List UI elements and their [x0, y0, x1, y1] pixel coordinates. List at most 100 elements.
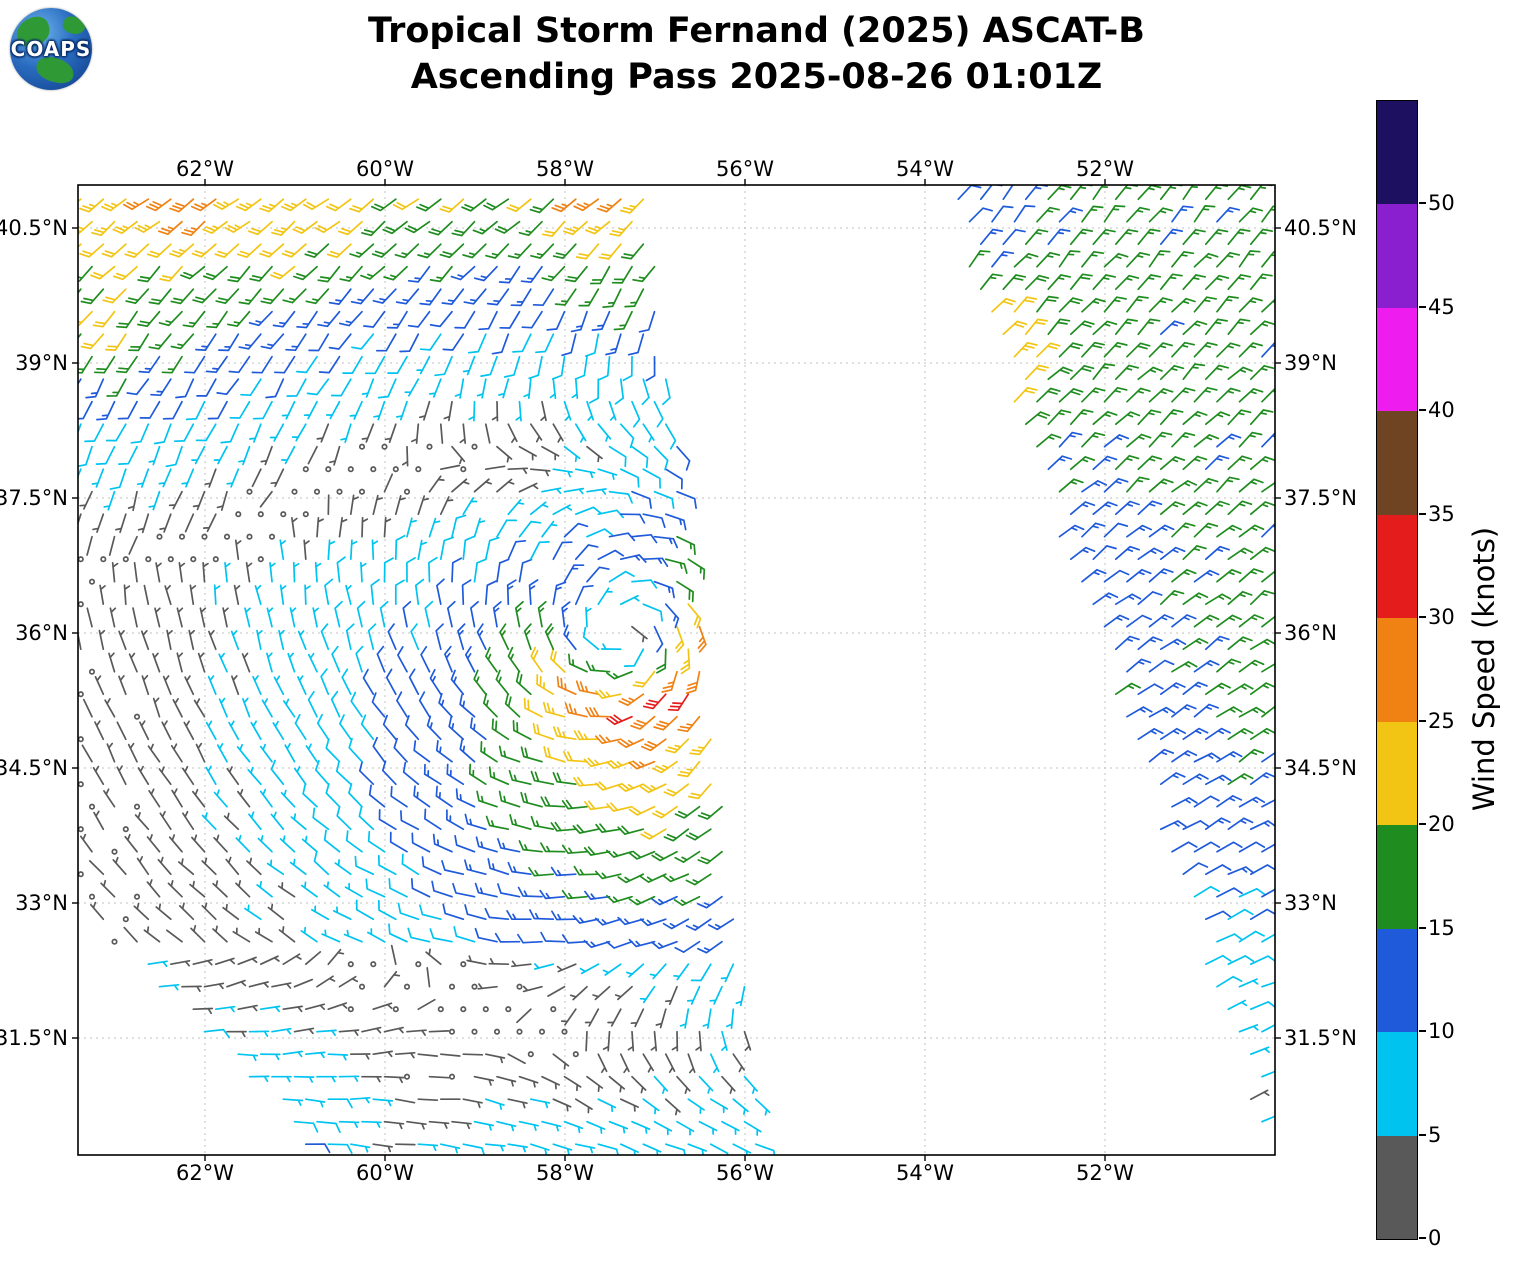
wind-barb — [1148, 524, 1175, 538]
wind-barb — [361, 516, 369, 538]
wind-barb — [282, 698, 296, 718]
wind-barb — [656, 648, 667, 674]
wind-barb — [979, 273, 1003, 291]
wind-barb — [140, 630, 150, 651]
wind-barb — [1058, 207, 1083, 223]
wind-barb — [235, 198, 262, 212]
wind-barb — [1114, 635, 1140, 651]
wind-barb — [1261, 615, 1275, 628]
wind-barb — [1126, 206, 1151, 223]
wind-barb — [585, 606, 592, 628]
wind-barb — [600, 643, 622, 651]
wind-barb — [109, 468, 127, 490]
wind-barb — [235, 834, 251, 853]
wind-barb — [105, 333, 127, 351]
wind-barb — [201, 902, 217, 921]
wind-barb — [651, 895, 678, 906]
wind-barb — [473, 669, 487, 696]
colorbar-tick-mark — [1419, 1237, 1426, 1239]
wind-barb — [237, 788, 251, 808]
wind-barb — [462, 355, 476, 376]
wind-barb — [257, 835, 273, 853]
wind-barb — [1126, 295, 1149, 313]
wind-barb — [1047, 274, 1072, 291]
wind-barb — [452, 882, 476, 898]
wind-barb — [484, 907, 510, 921]
wind-barb — [250, 720, 262, 741]
wind-barb — [1024, 318, 1048, 336]
wind-barb — [1069, 185, 1093, 201]
wind-barb — [192, 1007, 214, 1015]
wind-barb — [1171, 750, 1198, 763]
wind-barb — [496, 478, 515, 493]
wind-barb — [496, 445, 513, 463]
wind-barb — [1193, 252, 1219, 268]
wind-barb — [1171, 432, 1196, 448]
wind-barb — [192, 288, 217, 304]
wind-barb — [572, 824, 600, 834]
wind-barb — [1002, 320, 1028, 336]
wind-barb — [238, 445, 251, 466]
wind-barb — [181, 985, 202, 993]
colorbar-segment — [1377, 514, 1417, 619]
wind-barb — [528, 579, 539, 606]
wind-barb — [574, 1098, 593, 1114]
wind-barb — [639, 873, 667, 883]
wind-barb — [554, 288, 577, 306]
wind-barb — [521, 310, 543, 329]
colorbar-tick-mark — [1419, 202, 1426, 205]
wind-barb — [1238, 796, 1266, 808]
wind-barb — [619, 1143, 639, 1155]
wind-barb — [676, 1120, 695, 1136]
wind-barb — [1114, 411, 1141, 426]
wind-barb — [371, 243, 397, 258]
wind-barb — [91, 468, 105, 488]
wind-barb — [1204, 954, 1232, 966]
wind-barb — [642, 693, 667, 710]
wind-barb — [1114, 500, 1140, 516]
wind-barb-calm — [122, 826, 129, 833]
wind-barb — [1171, 251, 1195, 268]
wind-barb — [395, 400, 408, 421]
wind-barb — [441, 288, 465, 306]
wind-barb — [743, 1075, 758, 1094]
wind-barb — [282, 1050, 303, 1058]
wind-barb — [639, 783, 667, 794]
wind-barb — [687, 1143, 707, 1155]
wind-barb — [338, 517, 348, 538]
wind-barb — [484, 423, 491, 444]
wind-barb — [1013, 296, 1038, 313]
wind-barb — [358, 760, 375, 786]
wind-barb — [474, 882, 498, 898]
wind-barb — [327, 1002, 348, 1011]
wind-barb — [248, 981, 269, 988]
wind-barb — [1159, 364, 1185, 381]
wind-barb — [349, 1143, 371, 1153]
wind-barb — [596, 198, 622, 213]
wind-barb — [1238, 841, 1266, 853]
wind-barb — [495, 669, 510, 696]
wind-barb — [674, 850, 701, 863]
wind-barb — [226, 766, 240, 786]
wind-barb — [1159, 273, 1183, 291]
wind-barb — [1137, 547, 1164, 561]
wind-barb — [476, 623, 487, 651]
wind-barb — [330, 378, 352, 397]
wind-barb — [574, 1143, 596, 1154]
wind-barb — [189, 584, 197, 606]
colorbar-tick-label: 0 — [1428, 1226, 1442, 1250]
wind-barb — [84, 423, 105, 443]
wind-barb — [170, 288, 195, 305]
wind-barb — [325, 400, 341, 420]
wind-barb — [652, 805, 678, 819]
wind-barb — [584, 1008, 600, 1027]
wind-barb — [426, 966, 431, 988]
wind-barb — [191, 243, 217, 258]
wind-barb — [336, 805, 352, 831]
wind-barb-calm — [460, 961, 467, 968]
wind-barb — [468, 400, 476, 422]
wind-barb — [1114, 364, 1140, 381]
wind-barb — [213, 445, 228, 465]
wind-barb — [310, 905, 330, 921]
wind-barb — [215, 288, 240, 305]
